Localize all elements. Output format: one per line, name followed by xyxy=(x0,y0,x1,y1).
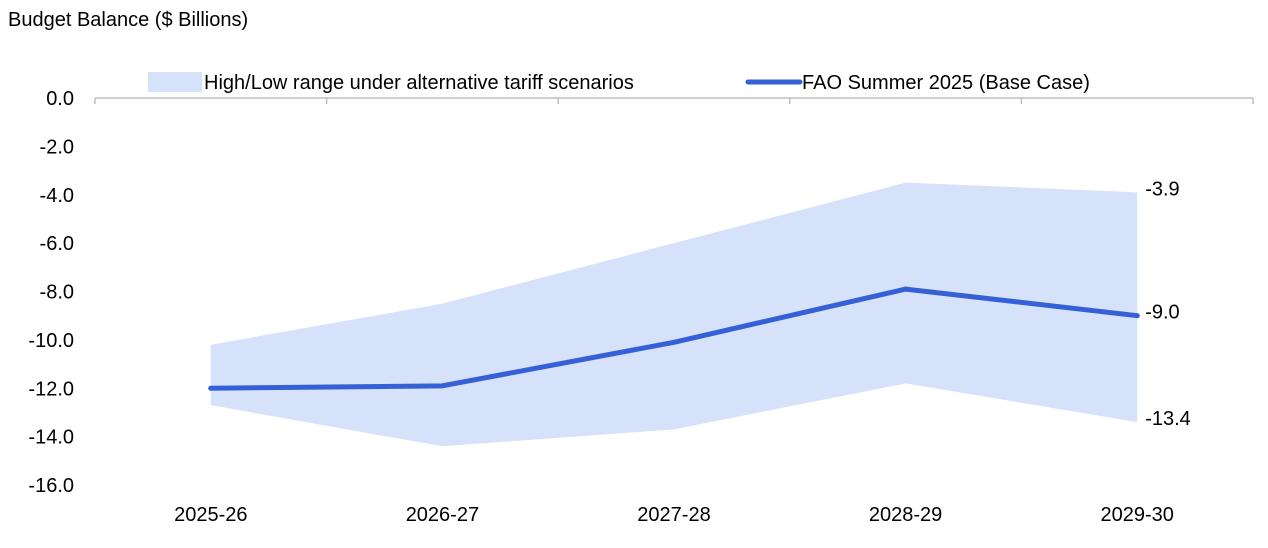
y-tick-label: -10.0 xyxy=(28,330,74,352)
x-tick-label: 2029-30 xyxy=(1100,504,1173,526)
base-case-point xyxy=(1134,313,1140,319)
y-tick-label: 0.0 xyxy=(46,88,74,110)
y-tick-label: -2.0 xyxy=(40,136,74,158)
base-case-point xyxy=(671,339,677,345)
base-case-point xyxy=(903,286,909,292)
legend-swatch-range xyxy=(148,72,202,92)
y-tick-label: -12.0 xyxy=(28,378,74,400)
chart-title: Budget Balance ($ Billions) xyxy=(8,9,249,31)
data-label: -13.4 xyxy=(1145,408,1191,430)
y-tick-label: -4.0 xyxy=(40,185,74,207)
y-tick-label: -6.0 xyxy=(40,233,74,255)
plot-area: -3.9 -9.0 -13.4 xyxy=(208,178,1191,447)
legend: High/Low range under alternative tariff … xyxy=(148,72,1090,94)
legend-label-range: High/Low range under alternative tariff … xyxy=(204,72,634,94)
x-tick-label: 2025-26 xyxy=(174,504,247,526)
data-label: -3.9 xyxy=(1145,178,1179,200)
base-case-point xyxy=(208,385,214,391)
x-tick-label: 2026-27 xyxy=(406,504,479,526)
y-tick-label: -8.0 xyxy=(40,282,74,304)
data-label: -9.0 xyxy=(1145,302,1179,324)
x-tick-label: 2027-28 xyxy=(637,504,710,526)
range-band xyxy=(210,182,1138,447)
base-case-point xyxy=(439,383,445,389)
y-tick-label: -14.0 xyxy=(28,427,74,449)
axes: 0.0 -2.0 -4.0 -6.0 -8.0 -10.0 -12.0 -14.0 -16.0 2… xyxy=(28,88,1254,526)
legend-label-line: FAO Summer 2025 (Base Case) xyxy=(802,72,1090,94)
y-tick-label: -16.0 xyxy=(28,475,74,497)
x-tick-label: 2028-29 xyxy=(869,504,942,526)
